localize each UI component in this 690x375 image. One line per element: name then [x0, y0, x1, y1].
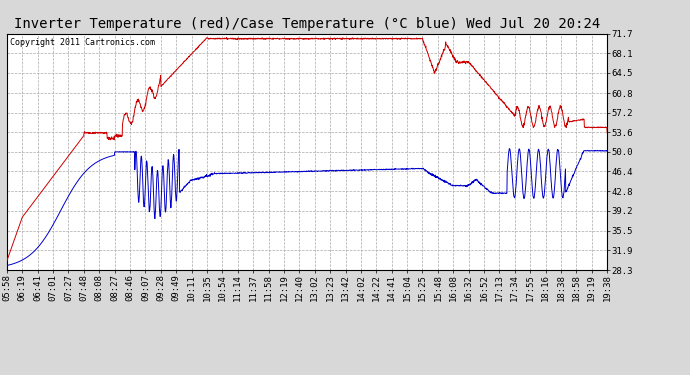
Text: Copyright 2011 Cartronics.com: Copyright 2011 Cartronics.com	[10, 39, 155, 48]
Title: Inverter Temperature (red)/Case Temperature (°C blue) Wed Jul 20 20:24: Inverter Temperature (red)/Case Temperat…	[14, 17, 600, 31]
